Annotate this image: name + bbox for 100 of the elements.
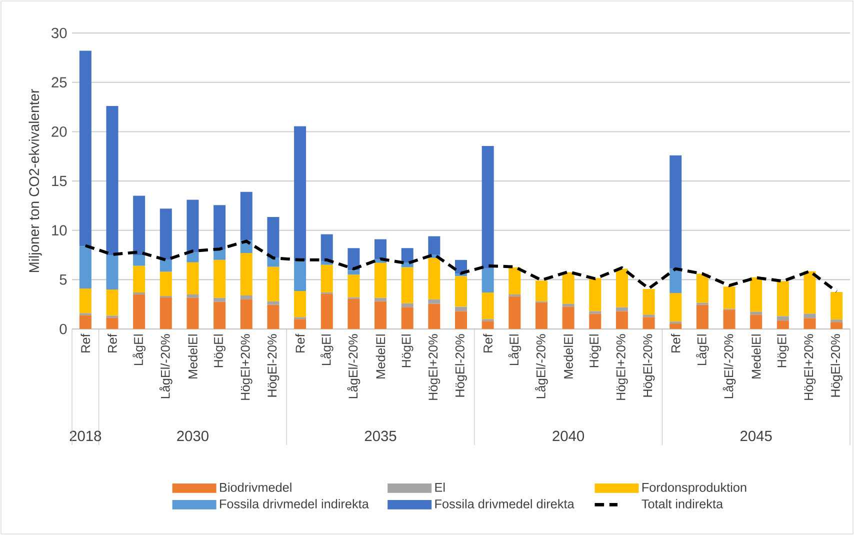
bar [804, 318, 816, 329]
y-tick-label: 0 [60, 324, 67, 334]
bar [294, 291, 306, 318]
bar [562, 306, 574, 329]
bar [348, 298, 360, 329]
bar [320, 264, 333, 292]
bar [508, 267, 521, 294]
x-tick-label: HögEl-20% [455, 334, 467, 397]
bar [428, 258, 440, 300]
legend-label: El [435, 482, 445, 492]
bar [830, 292, 843, 320]
bar [267, 266, 280, 302]
bar [106, 255, 118, 290]
bar [79, 288, 92, 314]
x-tick-label: HögEl [214, 334, 226, 368]
x-tick-label: Ref [108, 334, 117, 352]
bar [776, 320, 789, 329]
bar [723, 286, 736, 309]
x-tick-label: MedelEl [188, 334, 198, 378]
x-tick-label: LågEl [132, 334, 146, 366]
text: 2040 [552, 430, 584, 442]
text: 2018 [70, 430, 102, 442]
bar [670, 324, 682, 329]
bar [670, 155, 682, 269]
x-tick-label: HögEl+20% [428, 334, 440, 400]
bar [214, 298, 226, 302]
bar [670, 292, 682, 322]
bar [589, 314, 602, 329]
legend-label: Fossila drivmedel direkta [435, 499, 574, 508]
bar [482, 268, 494, 292]
x-tick-label: HögEl-20% [642, 334, 655, 397]
x-tick-label: HögEl-20% [267, 334, 280, 397]
x-tick-label: LågEl/-20% [159, 334, 172, 398]
bar [214, 302, 226, 329]
bar [535, 302, 548, 329]
bar [214, 205, 226, 250]
bar [294, 260, 306, 292]
bar [804, 314, 816, 318]
y-tick-label: 10 [52, 225, 67, 236]
y-tick-label: 20 [52, 126, 67, 137]
bar [186, 262, 199, 294]
x-tick-label: Ref [670, 334, 680, 352]
bar [401, 248, 414, 263]
bar [401, 303, 414, 308]
bar [401, 262, 414, 268]
bar [508, 296, 521, 329]
bar [750, 314, 762, 329]
bar [160, 297, 172, 329]
bar [401, 307, 414, 329]
bar [79, 50, 92, 246]
bar [374, 298, 387, 302]
x-tick-label: HögEl [401, 334, 414, 368]
x-tick-label: HögEl-20% [830, 334, 842, 397]
bar [482, 292, 494, 320]
bar [267, 304, 280, 329]
bar [562, 304, 574, 307]
bar [589, 311, 602, 314]
bar [642, 317, 655, 329]
x-tick-label: MedelEl [751, 334, 761, 378]
bar [267, 257, 280, 267]
bar [696, 304, 708, 329]
x-tick-label: MedelEl [376, 334, 386, 378]
bar [240, 253, 252, 296]
bar [589, 278, 602, 312]
x-tick-label: HögEl+20% [616, 334, 628, 400]
bar [240, 192, 252, 240]
bar [616, 311, 628, 329]
bar [642, 289, 655, 315]
legend-label: Fossila drivmedel indirekta [220, 499, 369, 508]
x-tick-label: LågEl/-20% [535, 334, 548, 398]
x-tick-label: LågEl/-20% [347, 334, 360, 398]
bar [830, 322, 843, 329]
bar [160, 260, 172, 272]
bar [320, 294, 333, 329]
bar [79, 246, 92, 289]
bar [830, 320, 843, 322]
bar [482, 321, 494, 329]
bar [723, 310, 736, 329]
bar [240, 295, 252, 300]
bar [428, 304, 440, 329]
bar [428, 299, 440, 304]
bar [267, 301, 280, 305]
bar [214, 260, 226, 298]
bar [348, 270, 360, 275]
legend-label: Biodrivmedel [220, 482, 292, 492]
bar [133, 266, 146, 292]
bar [79, 315, 92, 329]
bar [401, 267, 414, 304]
bar [240, 299, 252, 329]
x-tick-label: HögEl [777, 334, 789, 368]
x-tick-label: LågEl/-20% [722, 334, 736, 398]
y-tick-label: 15 [52, 176, 67, 186]
bar [294, 319, 306, 329]
bar [267, 217, 280, 258]
x-tick-label: Ref [483, 334, 492, 352]
bar [750, 277, 762, 312]
text: 2030 [177, 430, 208, 442]
bar [670, 268, 682, 293]
bar [133, 294, 146, 329]
bar [455, 276, 467, 307]
